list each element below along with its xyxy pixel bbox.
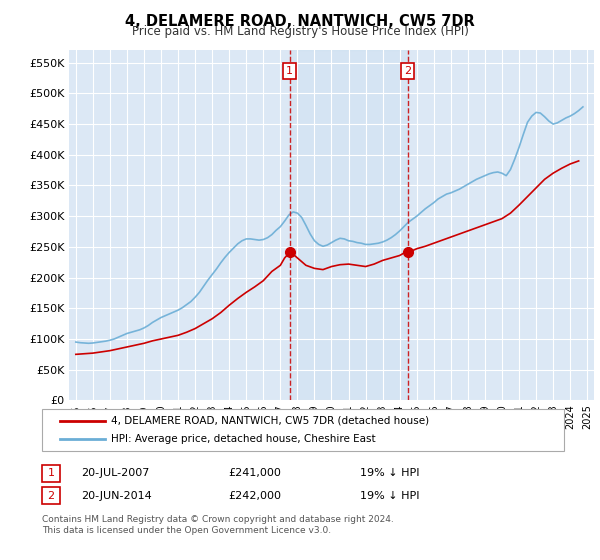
Text: HPI: Average price, detached house, Cheshire East: HPI: Average price, detached house, Ches… [111,434,376,444]
Text: £242,000: £242,000 [228,491,281,501]
Text: 19% ↓ HPI: 19% ↓ HPI [360,468,419,478]
Text: Contains HM Land Registry data © Crown copyright and database right 2024.: Contains HM Land Registry data © Crown c… [42,515,394,524]
Text: 1: 1 [47,468,55,478]
Text: This data is licensed under the Open Government Licence v3.0.: This data is licensed under the Open Gov… [42,526,331,535]
Text: Price paid vs. HM Land Registry's House Price Index (HPI): Price paid vs. HM Land Registry's House … [131,25,469,38]
Text: 2: 2 [404,66,411,76]
Text: £241,000: £241,000 [228,468,281,478]
Text: 4, DELAMERE ROAD, NANTWICH, CW5 7DR: 4, DELAMERE ROAD, NANTWICH, CW5 7DR [125,14,475,29]
Text: 19% ↓ HPI: 19% ↓ HPI [360,491,419,501]
Bar [290,50,407,400]
Text: 1: 1 [286,66,293,76]
Text: 20-JUL-2007: 20-JUL-2007 [81,468,149,478]
Text: 20-JUN-2014: 20-JUN-2014 [81,491,152,501]
Text: 4, DELAMERE ROAD, NANTWICH, CW5 7DR (detached house): 4, DELAMERE ROAD, NANTWICH, CW5 7DR (det… [111,416,429,426]
Text: 2: 2 [47,491,55,501]
